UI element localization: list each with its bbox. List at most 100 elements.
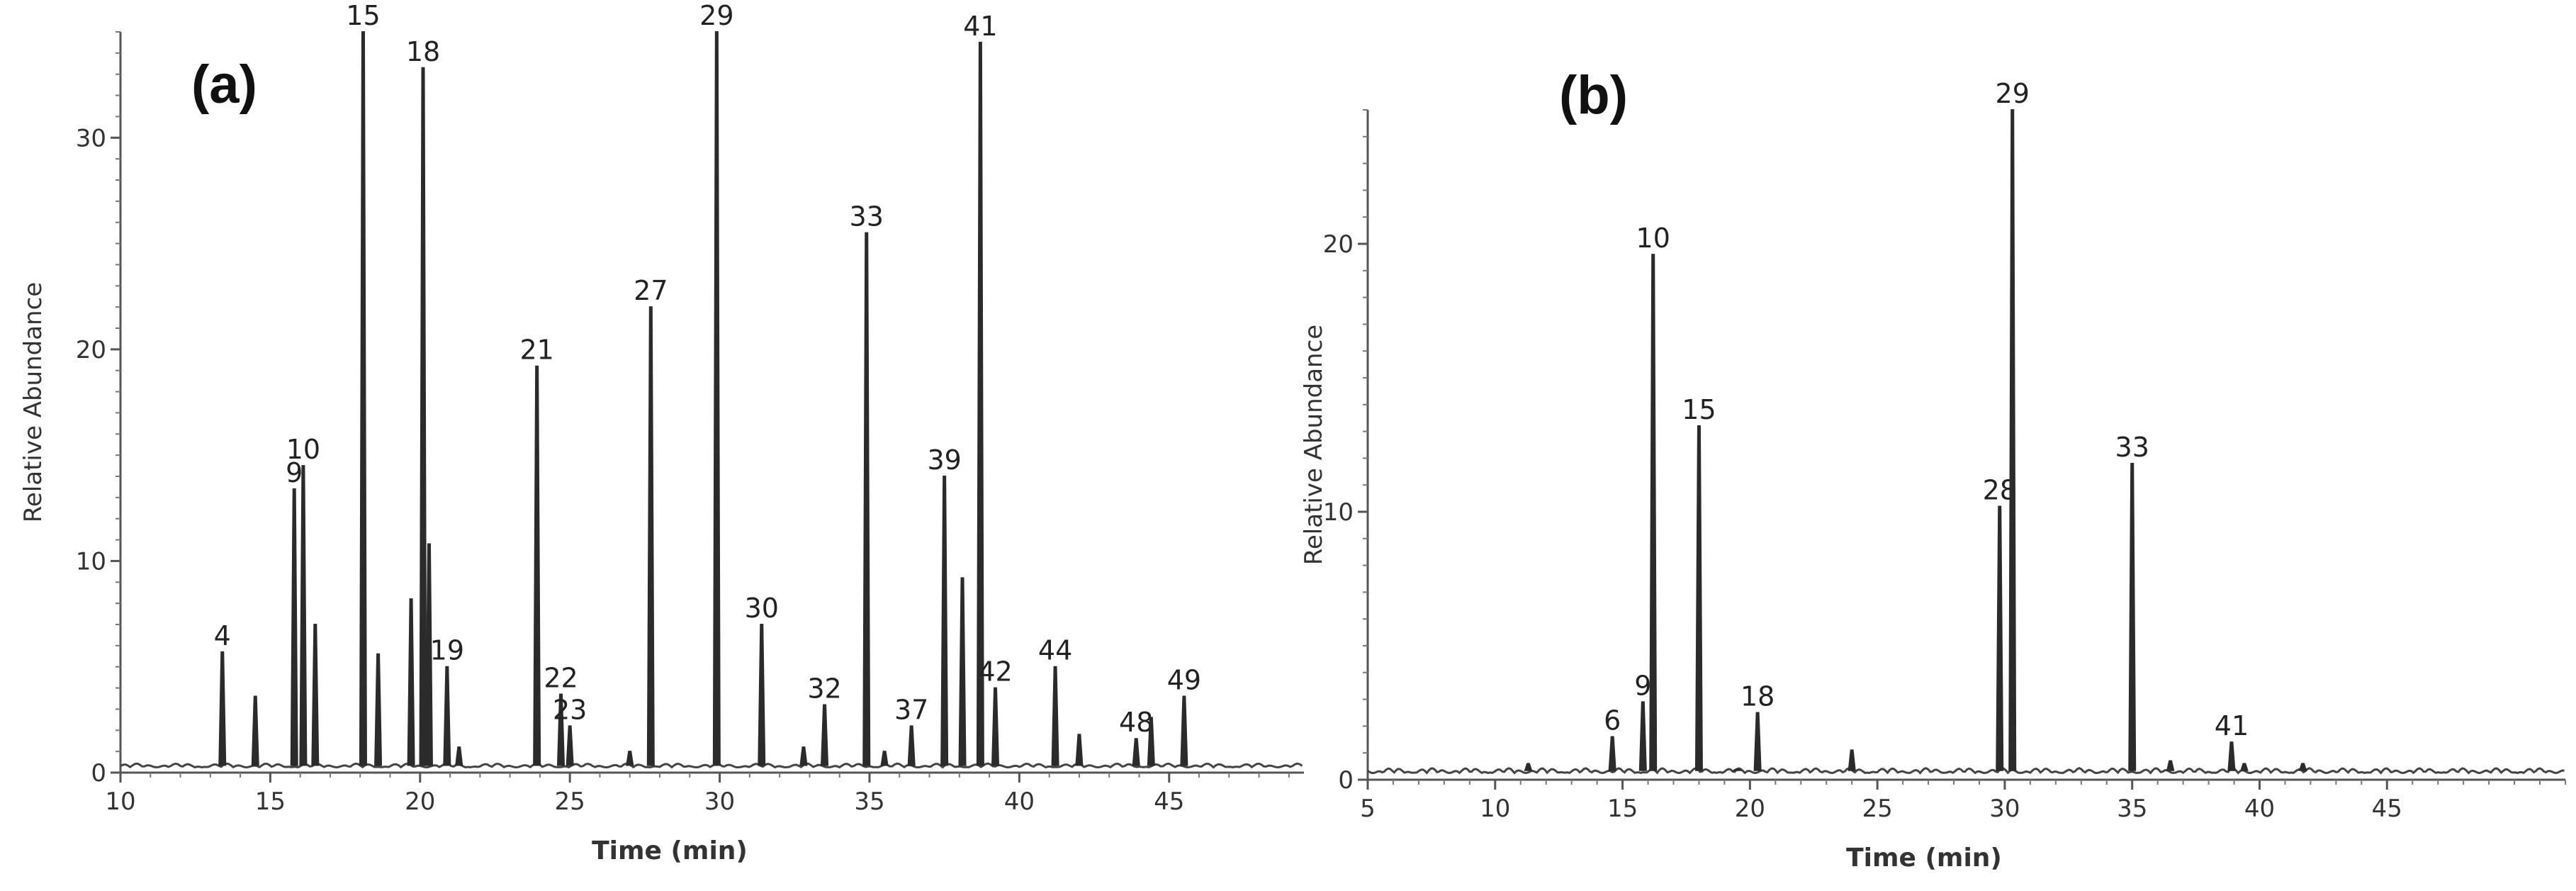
- y-tick-label: 10: [76, 547, 106, 576]
- x-tick-label: 35: [2117, 795, 2147, 823]
- peak: [218, 651, 227, 766]
- x-tick-label: 5: [1360, 795, 1376, 823]
- peak: [626, 751, 634, 766]
- peak-label: 44: [1038, 635, 1072, 666]
- peak-label: 23: [553, 694, 587, 725]
- peak-label: 33: [850, 201, 884, 232]
- baseline-trace: [1367, 767, 2565, 775]
- y-tick-label: 30: [76, 124, 106, 152]
- peak-label: 18: [406, 36, 440, 67]
- peak: [907, 725, 916, 766]
- peak: [1608, 736, 1616, 771]
- x-tick-label: 25: [1862, 795, 1893, 823]
- peak: [799, 746, 808, 766]
- peak: [880, 751, 889, 766]
- peak: [533, 365, 541, 766]
- peak: [646, 306, 655, 766]
- peak: [1753, 712, 1762, 771]
- x-tick-label: 20: [1735, 795, 1765, 823]
- peak: [374, 653, 383, 766]
- peak: [991, 687, 1000, 766]
- peak: [1147, 717, 1155, 766]
- peak-label: 9: [286, 457, 303, 488]
- chromatogram-panel-b: 5 10 15 20 25 30 35 40 45010206910151828293341(b…: [1300, 65, 2566, 873]
- peak-label: 22: [544, 663, 578, 694]
- x-tick-label: 10: [1480, 795, 1510, 823]
- peak: [1638, 701, 1647, 771]
- y-tick-label: 20: [76, 336, 106, 364]
- panel-label: (b): [1559, 65, 1628, 125]
- peak-label: 18: [1740, 681, 1774, 712]
- peak: [1694, 425, 1703, 771]
- peak-label: 42: [978, 656, 1012, 688]
- peak: [1051, 666, 1059, 766]
- peak: [758, 624, 766, 766]
- peak: [566, 725, 574, 766]
- peak-label: 27: [634, 275, 668, 306]
- x-tick-label: 15: [1607, 795, 1638, 823]
- peak: [958, 577, 967, 766]
- x-tick-label: 45: [2372, 795, 2402, 823]
- y-tick-label: 0: [91, 759, 106, 788]
- y-axis-label: Relative Abundance: [19, 282, 47, 522]
- peak: [2166, 760, 2175, 771]
- peak-label: 19: [430, 635, 464, 666]
- peak: [1649, 254, 1658, 771]
- peak: [821, 704, 829, 766]
- peak-label: 10: [286, 434, 320, 465]
- x-tick-label: 35: [854, 788, 884, 816]
- y-tick-label: 20: [1323, 230, 1354, 259]
- peak-label: 41: [2215, 710, 2249, 741]
- x-axis-label: Time (min): [1846, 844, 2002, 873]
- peak: [1180, 695, 1188, 766]
- peak: [712, 31, 721, 766]
- peak: [299, 465, 308, 766]
- peak: [290, 488, 298, 766]
- peak-label: 10: [1636, 223, 1670, 254]
- peak-label: 9: [1634, 670, 1651, 701]
- peak: [311, 624, 320, 766]
- peak: [1524, 763, 1533, 771]
- x-tick-label: 20: [405, 788, 435, 816]
- peak: [1731, 768, 1743, 771]
- peak-label: 4: [214, 620, 231, 651]
- peak: [940, 476, 949, 766]
- peak: [2128, 462, 2137, 771]
- peak-label: 39: [927, 444, 961, 476]
- panel-label: (a): [191, 55, 257, 115]
- peak: [251, 695, 259, 766]
- peak: [976, 41, 984, 766]
- y-tick-label: 0: [1338, 766, 1354, 795]
- x-tick-label: 40: [2244, 795, 2275, 823]
- peak-label: 15: [1682, 394, 1716, 425]
- peak-label: 48: [1119, 707, 1153, 738]
- peak-label: 41: [963, 11, 997, 42]
- peak-label: 29: [1996, 78, 2030, 109]
- peak-label: 49: [1167, 665, 1201, 696]
- x-tick-label: 10: [105, 788, 135, 816]
- peak: [1132, 738, 1140, 766]
- peak: [1075, 734, 1084, 766]
- peak: [2227, 741, 2236, 771]
- peak: [556, 693, 566, 766]
- y-axis-label: Relative Abundance: [1300, 325, 1328, 565]
- peak-label: 30: [745, 593, 779, 624]
- peak: [443, 666, 451, 766]
- chromatogram-panel-a: 10 15 20 25 30 35 40 45010203049101518192122232…: [19, 0, 1304, 865]
- x-tick-label: 30: [1989, 795, 2020, 823]
- peak: [862, 232, 871, 766]
- x-tick-label: 40: [1004, 788, 1035, 816]
- peak-label: 37: [894, 694, 928, 725]
- peak: [359, 31, 367, 766]
- peak: [1847, 749, 1856, 771]
- peak-label: 6: [1604, 705, 1621, 736]
- peak-label: 29: [699, 0, 733, 31]
- peak: [455, 746, 463, 766]
- peak-label: 21: [519, 335, 553, 366]
- y-tick-label: 10: [1323, 498, 1354, 527]
- peak-label: 33: [2115, 432, 2149, 463]
- peak: [419, 67, 427, 766]
- x-axis-label: Time (min): [592, 836, 748, 865]
- peak-label: 15: [346, 0, 380, 31]
